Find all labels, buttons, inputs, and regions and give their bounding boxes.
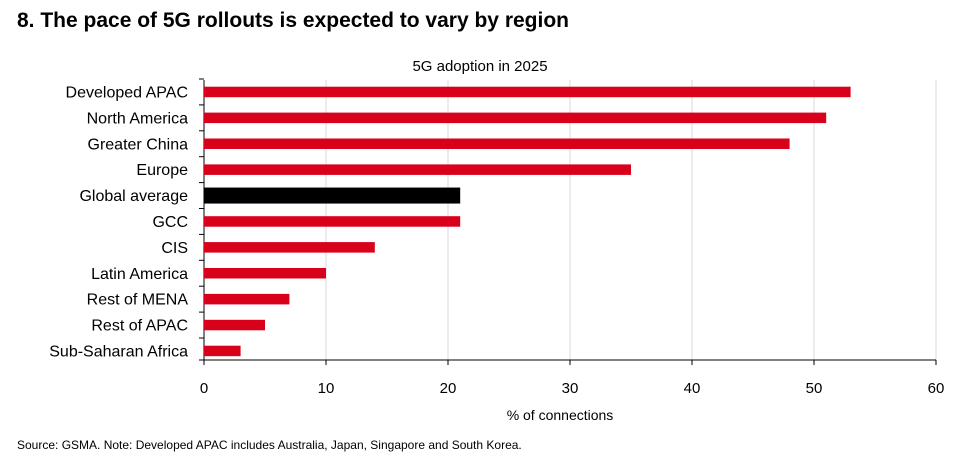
bar-rest-of-mena (204, 293, 290, 305)
bar-sub-saharan-africa (204, 345, 241, 357)
category-labels: Developed APAC North America Greater China… (49, 78, 204, 361)
x-ticks: 0 10 20 30 40 50 60 (200, 360, 945, 397)
category-label: Europe (136, 162, 188, 179)
category-label: GCC (152, 214, 188, 231)
category-label: CIS (161, 240, 188, 257)
bar-europe (204, 164, 631, 175)
bar-cis (204, 242, 375, 253)
page-title: 8. The pace of 5G rollouts is expected t… (17, 9, 569, 32)
category-label: Rest of MENA (87, 292, 189, 309)
x-tick-label: 10 (318, 380, 335, 397)
category-label: North America (87, 110, 188, 127)
x-tick-label: 0 (200, 380, 208, 397)
bar-developed-apac (204, 86, 851, 98)
category-label: Sub-Saharan Africa (49, 343, 188, 360)
chart-title: 5G adoption in 2025 (412, 58, 547, 75)
bar-gcc (204, 216, 461, 227)
category-label: Greater China (88, 136, 189, 153)
bar-greater-china (204, 138, 790, 149)
x-axis-label: % of connections (507, 407, 614, 423)
bar-north-america (204, 112, 827, 124)
x-tick-label: 20 (440, 380, 457, 397)
x-tick-label: 30 (562, 380, 579, 397)
category-label: Global average (79, 188, 188, 205)
bar-global-average (204, 187, 461, 204)
category-label: Latin America (91, 266, 188, 283)
x-tick-label: 40 (684, 380, 701, 397)
bars (204, 86, 851, 357)
source-note: Source: GSMA. Note: Developed APAC inclu… (17, 438, 522, 452)
category-label: Developed APAC (66, 84, 188, 101)
bar-latin-america (204, 268, 326, 279)
bar-rest-of-apac (204, 319, 265, 331)
x-tick-label: 60 (928, 380, 945, 397)
x-tick-label: 50 (806, 380, 823, 397)
category-label: Rest of APAC (91, 318, 188, 335)
